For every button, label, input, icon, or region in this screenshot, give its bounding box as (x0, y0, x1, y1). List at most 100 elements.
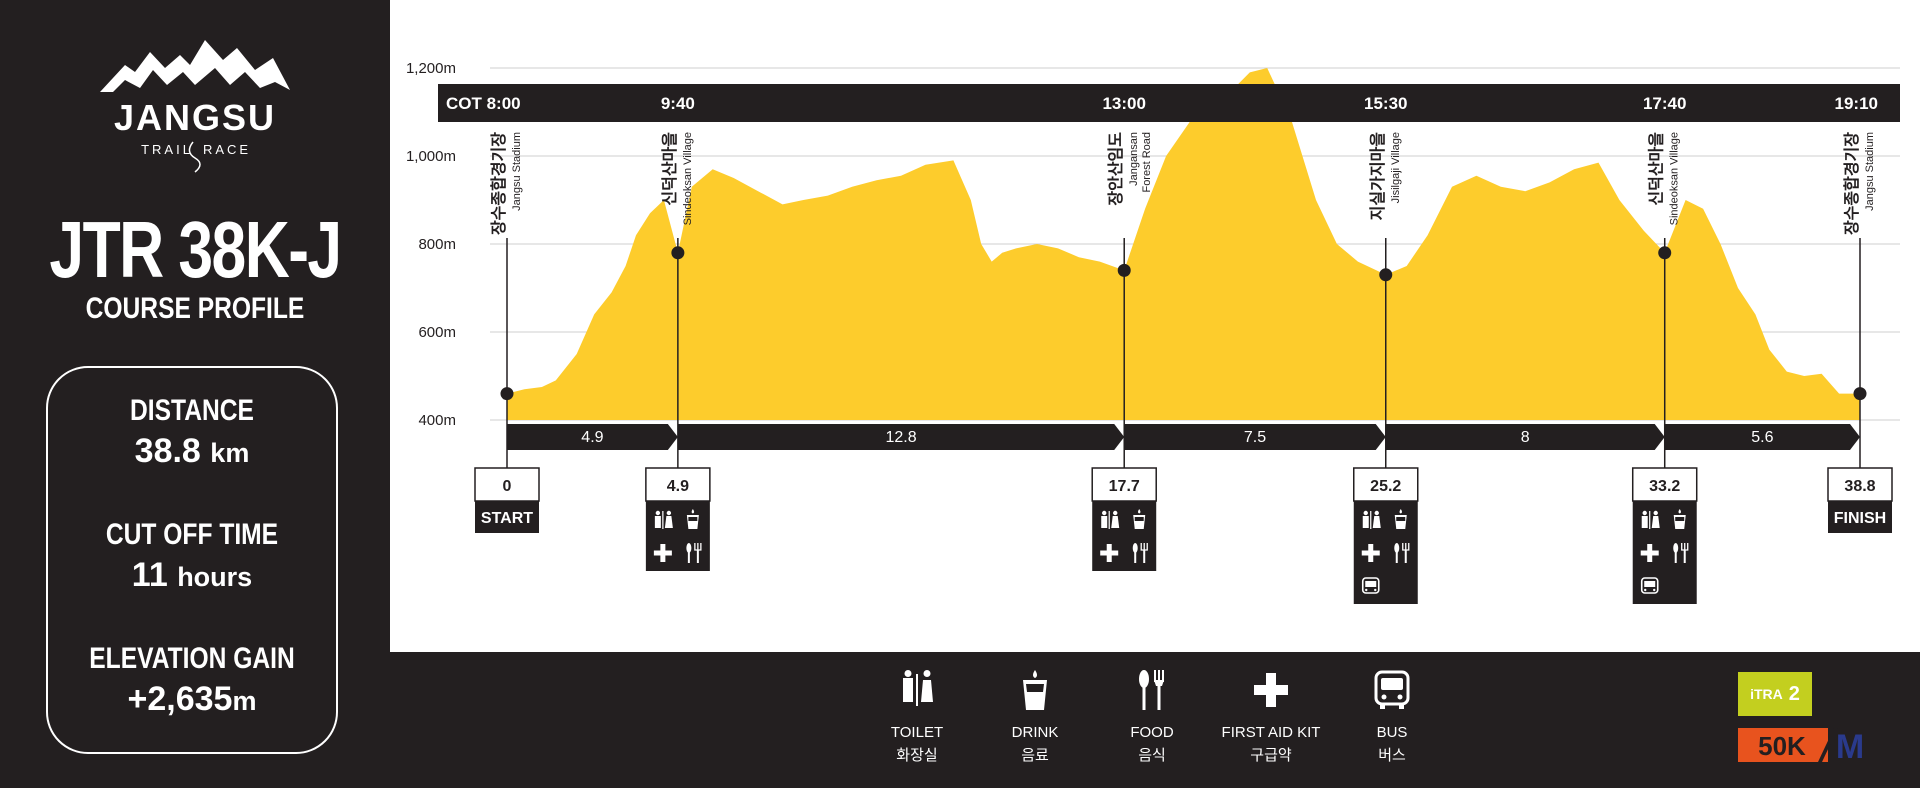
course-profile-chart: 400m 600m 800m 1,000m 1,200m 4.9 12.8 7.5 8 5.6 CO… (406, 60, 1900, 604)
toilet-glyph (1653, 510, 1658, 516)
checkpoint-km-label: 33.2 (1649, 478, 1680, 495)
fifty-k-text: 50K (1758, 731, 1806, 761)
checkpoint-marker (1853, 387, 1867, 401)
stat-unit: hours (177, 562, 253, 592)
checkpoint-km-label: 0 (503, 478, 512, 495)
toilet-glyph (1370, 511, 1372, 529)
food-icon (1673, 543, 1689, 563)
toilet-icon (654, 510, 673, 529)
first-aid-icon (1254, 673, 1288, 707)
toilet-glyph (664, 516, 673, 528)
food-icon (686, 543, 702, 563)
food-glyph (686, 543, 692, 553)
stat-cutoff: CUT OFF TIME 11 hours (48, 518, 336, 595)
toilet-glyph (1642, 510, 1647, 516)
toilet-icon (1362, 510, 1381, 529)
left-panel: JANGSU TRAIL RACE JTR 38K-J COURSE PROFI… (0, 0, 390, 788)
toilet-glyph (1363, 510, 1368, 516)
stat-label: ELEVATION GAIN (89, 642, 295, 675)
bus-glyph (1644, 581, 1656, 587)
toilet-glyph (655, 510, 661, 516)
bus-icon (1374, 670, 1410, 709)
legend-label-ko: 음료 (1021, 747, 1049, 764)
checkpoint-name-ko: 신덕산마을 (661, 132, 679, 206)
toilet-glyph (666, 510, 672, 516)
race-title: JTR 38K-J (49, 205, 342, 294)
segment-arrow (1385, 424, 1665, 450)
food-glyph (1395, 552, 1398, 563)
legend-drink: DRINK 음료 (970, 670, 1100, 765)
checkpoint-tag-box (1828, 501, 1892, 533)
cot-time-label: 19:10 (1835, 94, 1878, 113)
y-tick-label: 600m (418, 324, 456, 341)
drink-glyph (1134, 517, 1144, 521)
food-glyph (1143, 550, 1146, 563)
y-tick-label: 800m (418, 236, 456, 253)
y-tick-label: 1,000m (406, 148, 456, 165)
legend-label-en: BUS (1376, 724, 1408, 741)
legend-bar: TOILET 화장실 DRINK 음료 FOOD 음식 FIRST AID KI… (390, 652, 1920, 788)
checkpoint-km-label: 25.2 (1370, 478, 1401, 495)
drink-glyph (1137, 509, 1141, 514)
segment-distance-label: 5.6 (1751, 429, 1773, 446)
checkpoint-km-box (645, 467, 711, 502)
food-icon (1394, 543, 1410, 563)
stat-label: DISTANCE (130, 394, 254, 427)
stat-value: +2,635m (48, 680, 336, 719)
food-glyph (1134, 552, 1137, 563)
checkpoint-amenity-box (645, 501, 710, 571)
toilet-icon (1641, 510, 1660, 529)
checkpoint-marker (1658, 246, 1672, 260)
checkpoint-km-box (1631, 467, 1698, 502)
legend-label-en: TOILET (890, 724, 944, 741)
bus-icon (1640, 577, 1659, 594)
food-glyph (1674, 552, 1677, 563)
first-aid-glyph (1361, 550, 1380, 556)
drink-icon (1023, 670, 1047, 710)
cot-time-label: 13:00 (1102, 94, 1145, 113)
first-aid-icon (653, 544, 672, 562)
legend-label-ko: 화장실 (896, 747, 938, 764)
food-glyph (696, 550, 699, 563)
logo-name: JANGSU (114, 97, 276, 138)
toilet-glyph (1101, 516, 1108, 528)
toilet-glyph (1651, 516, 1660, 528)
drink-glyph (1678, 509, 1681, 514)
toilet-glyph (1649, 511, 1651, 529)
checkpoint-amenity-box (1092, 501, 1157, 571)
legend-label-en: FOOD (1130, 724, 1174, 741)
stat-number: +2,635 (127, 680, 233, 718)
stat-value: 38.8 km (48, 432, 336, 471)
food-glyph (1673, 543, 1679, 553)
first-aid-glyph (1640, 550, 1659, 556)
checkpoint-km-box (1827, 467, 1893, 502)
checkpoint-name-ko: 장안산임도 (1107, 132, 1125, 206)
segment-arrow (1664, 424, 1860, 450)
legend-label-ko: 버스 (1378, 747, 1406, 764)
drink-icon (686, 509, 699, 529)
drink-glyph (688, 517, 698, 521)
checkpoint-name-en: Jangsu Stadium (1864, 132, 1876, 211)
checkpoint-marker (1117, 263, 1131, 277)
toilet-glyph (1113, 510, 1118, 516)
checkpoint-km-box (474, 467, 540, 502)
stat-elevation: ELEVATION GAIN +2,635m (48, 642, 336, 719)
itra-points: 2 (1788, 682, 1800, 705)
checkpoint-name-en: Jangansan (1128, 132, 1140, 186)
bus-icon (1361, 577, 1380, 594)
checkpoint-tag-label: START (481, 510, 533, 527)
drink-icon (1673, 509, 1686, 529)
y-tick-label: 1,200m (406, 60, 456, 77)
toilet-icon (1101, 510, 1120, 529)
fifty-k-badge: 50K M (1738, 728, 1864, 762)
drink-glyph (1396, 517, 1406, 521)
first-aid-icon (1100, 544, 1119, 562)
segment-arrow (1124, 424, 1386, 450)
checkpoint-name-ko: 장수종합경기장 (1843, 132, 1861, 235)
first-aid-icon (1361, 544, 1380, 562)
stat-number: 38.8 (134, 432, 201, 470)
toilet-glyph (1102, 510, 1107, 516)
toilet-glyph (1372, 516, 1381, 528)
bus-glyph (1361, 577, 1380, 594)
stat-unit: m (232, 686, 257, 716)
